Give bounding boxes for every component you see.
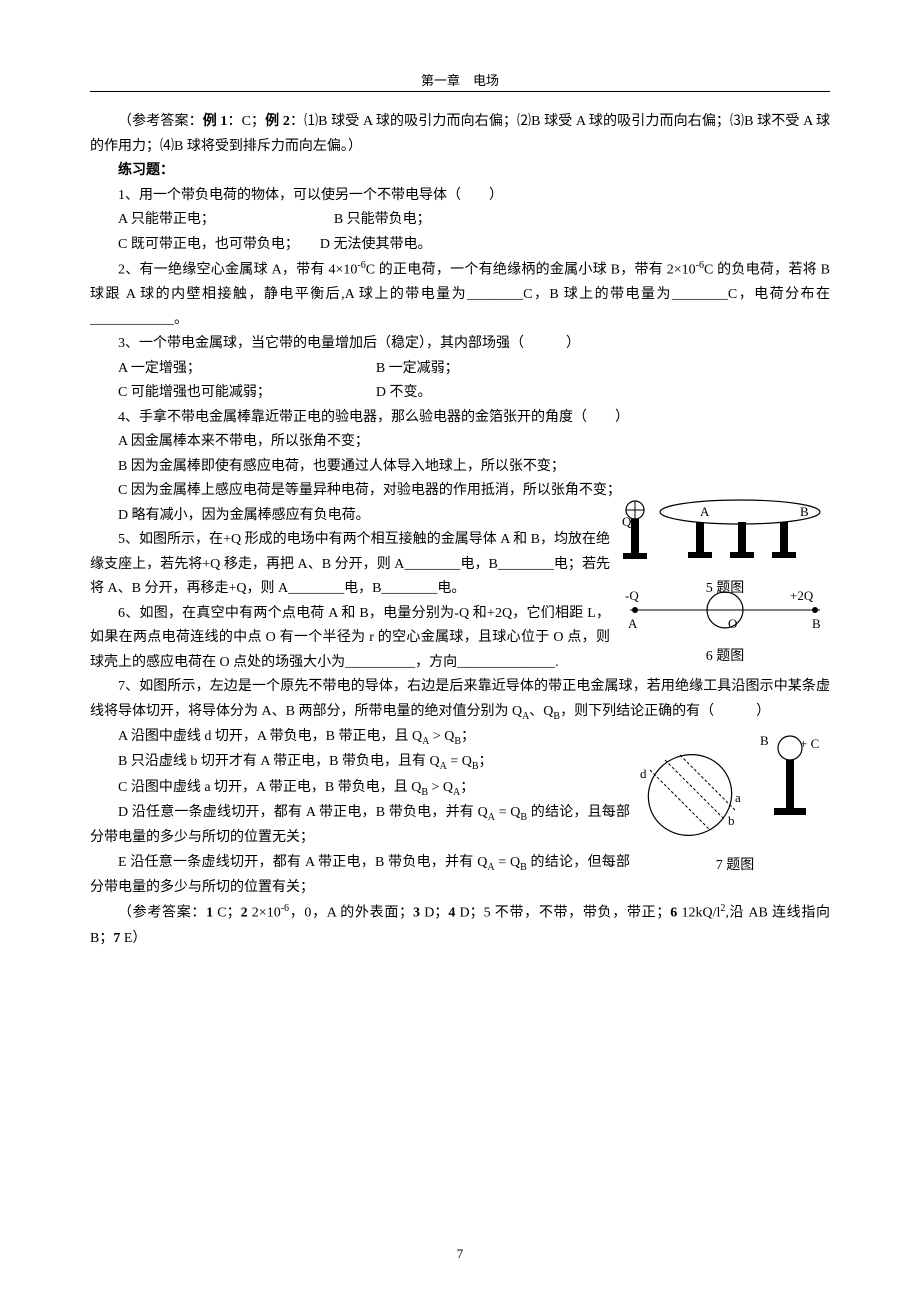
figure-5-svg: Q A B	[620, 498, 830, 568]
ans-a: （参考答案：	[118, 906, 206, 921]
ans-h: D；	[424, 906, 448, 921]
svg-text:B: B	[812, 616, 821, 631]
q7e-sa: A	[487, 861, 494, 872]
q7c-sb: B	[421, 786, 428, 797]
q2: 2、有一绝缘空心金属球 A，带有 4×10-6C 的正电荷，一个有绝缘柄的金属小…	[90, 257, 830, 332]
figure-6-svg: -Q +2Q A O B	[620, 588, 830, 636]
ans-i: 4	[448, 906, 459, 921]
svg-text:A: A	[628, 616, 638, 631]
svg-text:a: a	[735, 790, 741, 805]
ans-j: D；5 不带，不带，带负，带正；	[460, 906, 671, 921]
q7e-2: = Q	[495, 855, 521, 870]
figure-6-caption: 6 题图	[620, 645, 830, 665]
ref-intro: （参考答案：	[118, 114, 203, 129]
ans-l: 12kQ/l	[681, 906, 720, 921]
q3-options-cd: C 可能增强也可能减弱； D 不变。	[90, 381, 830, 406]
ans-e: 2×10	[252, 906, 281, 921]
figure-7-svg: d a b B + C	[640, 730, 830, 845]
ans-b: 1	[206, 906, 217, 921]
q1b: B 只能带负电；	[334, 212, 431, 227]
q2-sup1: -6	[357, 260, 365, 271]
q7c-2: > Q	[428, 780, 453, 795]
svg-text:B: B	[800, 504, 809, 519]
q7a-1: A 沿图中虚线 d 切开，A 带负电，B 带正电，且 Q	[118, 729, 422, 744]
ex1-label: 例 1	[203, 114, 228, 129]
q7a-2: > Q	[429, 729, 454, 744]
svg-text:B: B	[760, 733, 769, 748]
final-answers: （参考答案：1 C；2 2×10-6，0，A 的外表面；3 D；4 D；5 不带…	[90, 900, 830, 951]
figure-7-caption: 7 题图	[640, 854, 830, 874]
q7e-sb: B	[520, 861, 527, 872]
q4b: B 因为金属棒即使有感应电荷，也要通过人体导入地球上，所以张不变；	[90, 455, 830, 480]
q3b: B 一定减弱；	[376, 361, 459, 376]
q3c: C 可能增强也可能减弱；	[118, 385, 264, 400]
svg-text:+ C: + C	[800, 736, 819, 751]
q7b-1: B 只沿虚线 b 切开才有 A 带正电，B 带负电，且有 Q	[118, 754, 440, 769]
ans-k: 6	[670, 906, 681, 921]
svg-text:Q: Q	[622, 514, 632, 529]
q2-sup2: -6	[696, 260, 704, 271]
q3d: D 不变。	[376, 385, 432, 400]
q7e-1: E 沿任意一条虚线切开，都有 A 带正电，B 带负电，并有 Q	[118, 855, 487, 870]
q4a: A 因金属棒本来不带电，所以张角不变；	[90, 430, 830, 455]
q1d: D 无法使其带电。	[320, 237, 432, 252]
svg-text:-Q: -Q	[625, 588, 639, 603]
q1c: C 既可带正电，也可带负电；	[118, 237, 292, 252]
ans-f: ，0，A 的外表面；	[289, 906, 413, 921]
svg-text:b: b	[728, 813, 735, 828]
q7b-2: = Q	[447, 754, 472, 769]
q7-p2: ，则下列结论正确的有（ ）	[560, 704, 770, 719]
ref-answer-line: （参考答案：例 1：C；例 2：⑴B 球受 A 球的吸引力而向右偏；⑵B 球受 …	[90, 110, 830, 159]
q7d-1: D 沿任意一条虚线切开，都有 A 带正电，B 带负电，并有 Q	[118, 805, 488, 820]
q1-options-ab: A 只能带正电； B 只能带负电；	[90, 208, 830, 233]
figure-7: d a b B + C 7 题图	[640, 730, 830, 874]
q3a: A 一定增强；	[118, 361, 194, 376]
ans-e-sup: -6	[281, 903, 289, 914]
q7b-sb: B	[472, 761, 479, 772]
q7b-sa: A	[440, 761, 447, 772]
q3-options-ab: A 一定增强； B 一定减弱；	[90, 357, 830, 382]
ans-d: 2	[241, 906, 252, 921]
q7c-1: C 沿图中虚线 a 切开，A 带正电，B 带负电，且 Q	[118, 780, 421, 795]
ans-c: C；	[217, 906, 240, 921]
q7d-2: = Q	[495, 805, 520, 820]
q2-part2: C 的正电荷，一个有绝缘柄的金属小球 B，带有 2×10	[366, 263, 696, 278]
figure-6: -Q +2Q A O B 6 题图	[620, 588, 830, 665]
svg-text:+2Q: +2Q	[790, 588, 814, 603]
svg-text:A: A	[700, 504, 710, 519]
figure-5: Q A B 5 题图	[620, 498, 830, 597]
ex1-ans: ：C；	[227, 114, 265, 129]
q7a-3: ；	[461, 729, 475, 744]
ex2-label: 例 2	[265, 114, 290, 129]
q2-part1: 2、有一绝缘空心金属球 A，带有 4×10	[118, 263, 357, 278]
q7b-3: ；	[479, 754, 493, 769]
q7d-sa: A	[488, 812, 495, 823]
ans-n: 7	[113, 931, 124, 946]
q7: 7、如图所示，左边是一个原先不带电的导体，右边是后来靠近导体的带正电金属球，若用…	[90, 675, 830, 725]
ans-g: 3	[413, 906, 424, 921]
page-header: 第一章 电场	[90, 70, 830, 92]
q7-p1: 、Q	[529, 704, 553, 719]
svg-text:d: d	[640, 766, 647, 781]
q3: 3、一个带电金属球，当它带的电量增加后（稳定），其内部场强（ ）	[90, 332, 830, 357]
page-number: 7	[0, 1246, 920, 1262]
q4: 4、手拿不带电金属棒靠近带正电的验电器，那么验电器的金箔张开的角度（ ）	[90, 406, 830, 431]
exercise-title: 练习题：	[90, 159, 830, 184]
q7c-3: ；	[460, 780, 474, 795]
svg-text:O: O	[728, 616, 737, 631]
q1-options-cd: C 既可带正电，也可带负电； D 无法使其带电。	[90, 233, 830, 258]
ans-o: E）	[124, 931, 147, 946]
q1: 1、用一个带负电荷的物体，可以使另一个不带电导体（ ）	[90, 184, 830, 209]
q1a: A 只能带正电；	[118, 212, 208, 227]
